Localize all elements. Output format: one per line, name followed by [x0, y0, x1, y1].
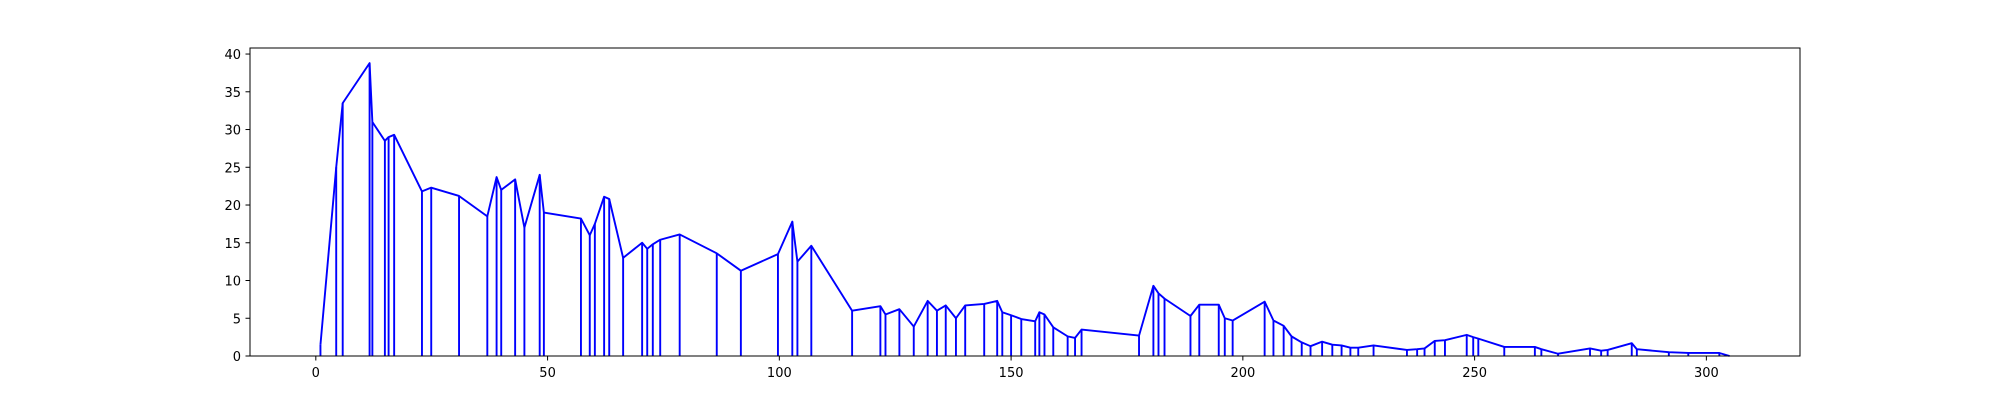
y-tick-label: 5 [233, 312, 241, 327]
x-tick-label: 250 [1462, 366, 1487, 381]
y-tick-label: 10 [224, 275, 241, 290]
x-tick-label: 0 [312, 366, 320, 381]
x-tick-label: 200 [1230, 366, 1255, 381]
x-tick-label: 150 [999, 366, 1024, 381]
y-tick-label: 30 [224, 124, 241, 139]
y-tick-label: 15 [224, 237, 241, 252]
x-tick-label: 300 [1694, 366, 1719, 381]
axes-frame [249, 47, 1801, 357]
x-tick-label: 100 [767, 366, 792, 381]
y-tick-label: 0 [233, 350, 241, 365]
y-tick-label: 35 [224, 86, 241, 101]
y-tick-label: 20 [224, 199, 241, 214]
y-tick-label: 25 [224, 161, 241, 176]
y-tick-label: 40 [224, 48, 241, 63]
x-tick-label: 50 [539, 366, 556, 381]
data-line [319, 62, 1730, 357]
